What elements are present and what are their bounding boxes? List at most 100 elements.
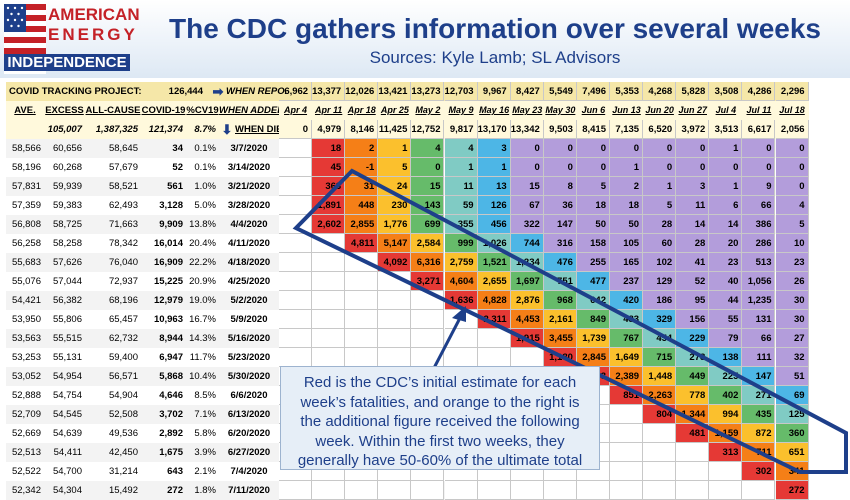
row-left-value: 22.2%: [189, 257, 216, 268]
week-died-date: 5/2/2020: [230, 295, 268, 306]
reported-value: 3,508: [709, 82, 743, 101]
empty-cell: [279, 253, 313, 272]
estimate-cell: 6,316: [411, 253, 445, 272]
empty-cell: [610, 424, 644, 443]
estimate-cell: 1: [477, 158, 511, 177]
week-died-date: 7/11/2020: [228, 485, 270, 496]
row-left-value: 10.4%: [189, 371, 216, 382]
row-left-value: 52,888: [11, 390, 41, 401]
estimate-cell: 32: [775, 348, 809, 367]
estimate-cell: 2,855: [345, 215, 379, 234]
empty-cell: [345, 272, 379, 291]
added-date-header: Jun 13: [612, 105, 641, 115]
estimate-cell: 14: [709, 215, 743, 234]
down-arrow-icon: ⬇: [221, 122, 233, 137]
table-row: 55,076 57,044 72,937 15,225 20.9% 4/25/2020 3,…: [6, 272, 809, 291]
row-left-value: 12,979: [153, 295, 183, 306]
row-left-value: 56,258: [11, 238, 41, 249]
row-left-value: 16,909: [153, 257, 183, 268]
row-left-value: 58,645: [108, 143, 138, 154]
weekly-total: 12,752: [411, 120, 445, 139]
estimate-cell: 59: [444, 196, 478, 215]
reported-value: 5,828: [676, 82, 710, 101]
estimate-cell: 651: [775, 443, 809, 462]
logo-text-independence: INDEPENDENCE: [4, 54, 130, 71]
estimate-cell: 1,739: [576, 329, 610, 348]
estimate-cell: 454: [643, 329, 677, 348]
added-date-header: Apr 25: [380, 105, 409, 115]
row-left-value: 58,258: [52, 238, 82, 249]
column-header: %CV19: [186, 105, 219, 116]
row-left-value: 2,892: [159, 428, 183, 439]
right-arrow-icon: ➡: [212, 84, 224, 99]
estimate-cell: 483: [610, 310, 644, 329]
estimate-cell: 476: [543, 253, 577, 272]
estimate-cell: 41: [676, 253, 710, 272]
estimate-cell: 0: [543, 139, 577, 158]
estimate-cell: 0: [709, 158, 743, 177]
empty-cell: [643, 462, 677, 481]
row-left-value: 57,831: [11, 181, 41, 192]
column-header: ALL-CAUSE: [85, 105, 141, 116]
estimate-cell: 131: [742, 310, 776, 329]
row-left-value: 54,411: [53, 447, 82, 458]
row-left-value: 2.1%: [194, 466, 216, 477]
empty-cell: [411, 481, 445, 500]
estimate-cell: 699: [411, 215, 445, 234]
row-left-value: 54,700: [52, 466, 82, 477]
empty-cell: [279, 196, 313, 215]
estimate-cell: 5: [576, 177, 610, 196]
estimate-cell: 341: [775, 462, 809, 481]
reported-value: 6,962: [279, 82, 313, 101]
table-row: 56,258 58,258 78,342 16,014 20.4% 4/11/2020 4,…: [6, 234, 809, 253]
estimate-cell: 448: [345, 196, 379, 215]
estimate-cell: 8: [543, 177, 577, 196]
row-left-value: 7.1%: [194, 409, 216, 420]
estimate-cell: 1,649: [610, 348, 644, 367]
estimate-cell: 711: [742, 443, 776, 462]
row-left-value: 11.7%: [189, 352, 216, 363]
estimate-cell: 1,697: [510, 272, 544, 291]
tracking-label: COVID TRACKING PROJECT:: [9, 86, 142, 97]
row-left-value: 0.1%: [194, 162, 216, 173]
estimate-cell: 1: [643, 177, 677, 196]
estimate-cell: 313: [709, 443, 743, 462]
estimate-cell: 4: [411, 139, 445, 158]
row-left-value: 54,639: [52, 428, 82, 439]
row-left-value: 58,566: [11, 143, 41, 154]
week-died-date: 4/18/2020: [227, 257, 271, 268]
empty-cell: [477, 329, 511, 348]
estimate-cell: 355: [444, 215, 478, 234]
estimate-cell: 804: [643, 405, 677, 424]
row-left-value: 15,492: [108, 485, 138, 496]
estimate-cell: 2,845: [576, 348, 610, 367]
row-left-value: 57,044: [52, 276, 82, 287]
row-left-value: 0.1%: [194, 143, 216, 154]
row-left-value: 59,383: [52, 200, 82, 211]
estimate-cell: 316: [543, 234, 577, 253]
row-left-value: 56,571: [108, 371, 138, 382]
estimate-cell: 1,448: [643, 367, 677, 386]
estimate-cell: 642: [576, 291, 610, 310]
empty-cell: [444, 481, 478, 500]
estimate-cell: 0: [742, 139, 776, 158]
estimate-cell: 6: [709, 196, 743, 215]
week-died-date: 4/4/2020: [230, 219, 268, 230]
row-left-value: 68,196: [108, 295, 138, 306]
estimate-cell: 1,915: [510, 329, 544, 348]
empty-cell: [411, 291, 445, 310]
row-left-value: 52: [172, 162, 183, 173]
column-header: EXCESS: [45, 105, 84, 116]
row-left-value: 55,806: [52, 314, 82, 325]
empty-cell: [378, 291, 412, 310]
week-died-date: 6/27/2020: [227, 447, 271, 458]
estimate-cell: 4: [775, 196, 809, 215]
added-date-header: Apr 4: [284, 105, 308, 115]
reported-value: 2,296: [775, 82, 809, 101]
estimate-cell: 1,026: [477, 234, 511, 253]
estimate-cell: 14: [676, 215, 710, 234]
row-left-value: 52,669: [11, 428, 41, 439]
empty-cell: [345, 481, 379, 500]
estimate-cell: 36: [543, 196, 577, 215]
estimate-cell: 2,311: [477, 310, 511, 329]
